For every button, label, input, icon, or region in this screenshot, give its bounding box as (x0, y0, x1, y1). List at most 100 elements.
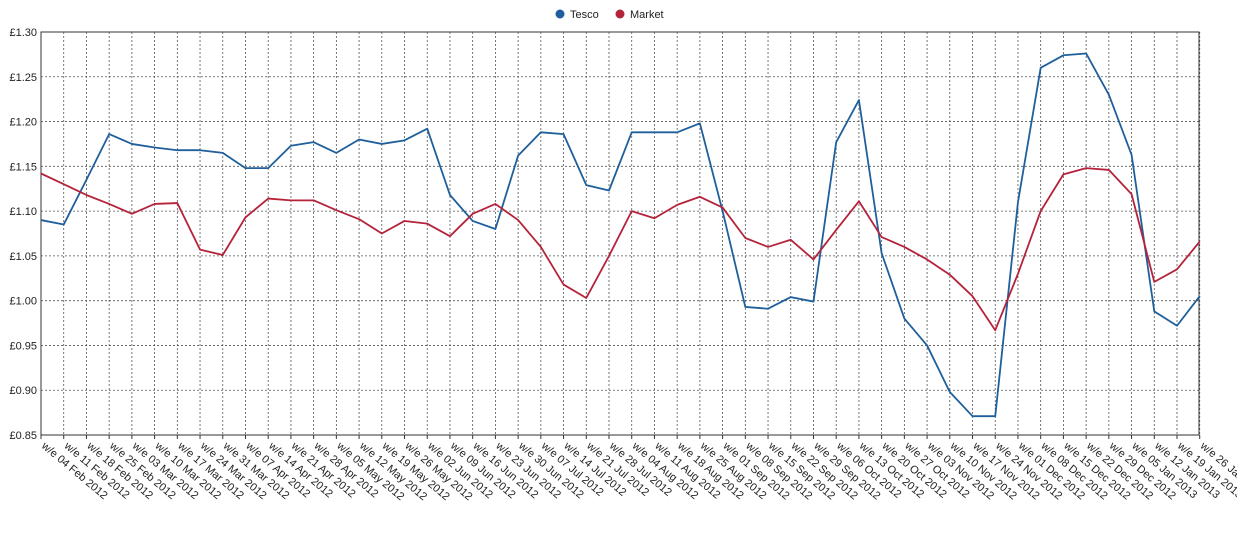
data-point-tesco (630, 131, 633, 134)
data-point-market (358, 218, 361, 221)
data-point-market (1107, 169, 1110, 172)
plot-frame (40, 31, 1200, 436)
data-point-market (1130, 193, 1133, 196)
data-point-market (244, 216, 247, 219)
data-point-market (562, 283, 565, 286)
y-tick-label: £1.20 (9, 117, 37, 129)
data-point-market (1017, 272, 1020, 275)
legend-label-market: Market (630, 9, 664, 21)
data-point-tesco (1176, 324, 1179, 327)
data-point-tesco (789, 296, 792, 299)
data-point-market (176, 202, 179, 205)
data-point-tesco (494, 228, 497, 231)
data-point-market (971, 295, 974, 298)
data-point-market (1085, 167, 1088, 170)
data-point-tesco (1062, 54, 1065, 57)
data-point-tesco (471, 220, 474, 223)
data-point-tesco (539, 131, 542, 134)
data-point-tesco (1039, 66, 1042, 69)
data-point-tesco (608, 189, 611, 192)
data-point-market (789, 238, 792, 241)
data-point-market (403, 220, 406, 223)
y-tick-label: £1.30 (9, 27, 37, 39)
data-point-market (267, 197, 270, 200)
data-point-market (40, 172, 43, 175)
data-point-market (153, 203, 156, 206)
y-axis: £0.85 £0.90 £0.95 £1.00 £1.05 £1.10 £1.15 £1.20… (9, 27, 37, 442)
data-point-tesco (153, 146, 156, 149)
data-point-market (948, 273, 951, 276)
data-point-tesco (403, 139, 406, 142)
data-point-market (130, 212, 133, 215)
data-point-market (926, 258, 929, 261)
data-point-market (312, 199, 315, 202)
data-point-tesco (653, 131, 656, 134)
data-point-tesco (312, 141, 315, 144)
y-tick-label: £1.10 (9, 206, 37, 218)
data-point-tesco (426, 127, 429, 130)
y-tick-label: £0.85 (9, 430, 37, 442)
series-line-market (40, 167, 1201, 332)
y-tick-label: £1.15 (9, 161, 37, 173)
data-point-tesco (1107, 93, 1110, 96)
data-point-market (85, 194, 88, 197)
data-point-market (1039, 210, 1042, 213)
data-point-market (1176, 268, 1179, 271)
data-point-tesco (767, 307, 770, 310)
data-point-tesco (1085, 52, 1088, 55)
data-point-market (767, 246, 770, 249)
data-point-tesco (812, 300, 815, 303)
data-point-tesco (335, 152, 338, 155)
data-point-tesco (676, 131, 679, 134)
data-point-tesco (358, 138, 361, 141)
y-tick-label: £1.05 (9, 251, 37, 263)
data-point-market (630, 210, 633, 213)
legend-label-tesco: Tesco (570, 9, 599, 21)
data-point-market (471, 212, 474, 215)
data-point-tesco (880, 252, 883, 255)
data-point-tesco (971, 415, 974, 418)
grid (40, 31, 1201, 436)
data-point-market (676, 203, 679, 206)
data-point-market (812, 258, 815, 261)
data-point-tesco (108, 133, 111, 136)
series-line-tesco (40, 52, 1201, 418)
data-point-tesco (835, 141, 838, 144)
data-point-tesco (1198, 295, 1201, 298)
data-point-tesco (176, 149, 179, 152)
data-point-market (608, 254, 611, 257)
data-point-tesco (744, 306, 747, 309)
y-tick-label: £0.95 (9, 340, 37, 352)
data-point-tesco (40, 219, 43, 222)
data-point-market (585, 297, 588, 300)
y-tick-label: £1.00 (9, 296, 37, 308)
data-point-market (835, 229, 838, 232)
data-point-market (517, 219, 520, 222)
data-point-market (880, 236, 883, 239)
data-point-market (199, 248, 202, 251)
data-point-tesco (903, 317, 906, 320)
data-point-tesco (994, 415, 997, 418)
data-point-tesco (290, 144, 293, 147)
data-point-tesco (698, 122, 701, 125)
data-point-tesco (948, 391, 951, 394)
data-point-tesco (267, 167, 270, 170)
data-point-tesco (858, 99, 861, 102)
data-point-tesco (85, 178, 88, 181)
data-point-market (721, 206, 724, 209)
data-point-market (221, 254, 224, 257)
data-point-market (1198, 240, 1201, 243)
data-point-market (380, 232, 383, 235)
series-group (40, 52, 1201, 418)
data-point-market (494, 203, 497, 206)
legend-marker-tesco (555, 9, 565, 19)
data-point-tesco (62, 223, 65, 226)
data-point-market (426, 222, 429, 225)
data-point-market (1062, 173, 1065, 176)
data-point-tesco (1130, 153, 1133, 156)
y-tick-label: £0.90 (9, 385, 37, 397)
legend: Tesco Market (555, 9, 664, 21)
data-point-tesco (562, 133, 565, 136)
